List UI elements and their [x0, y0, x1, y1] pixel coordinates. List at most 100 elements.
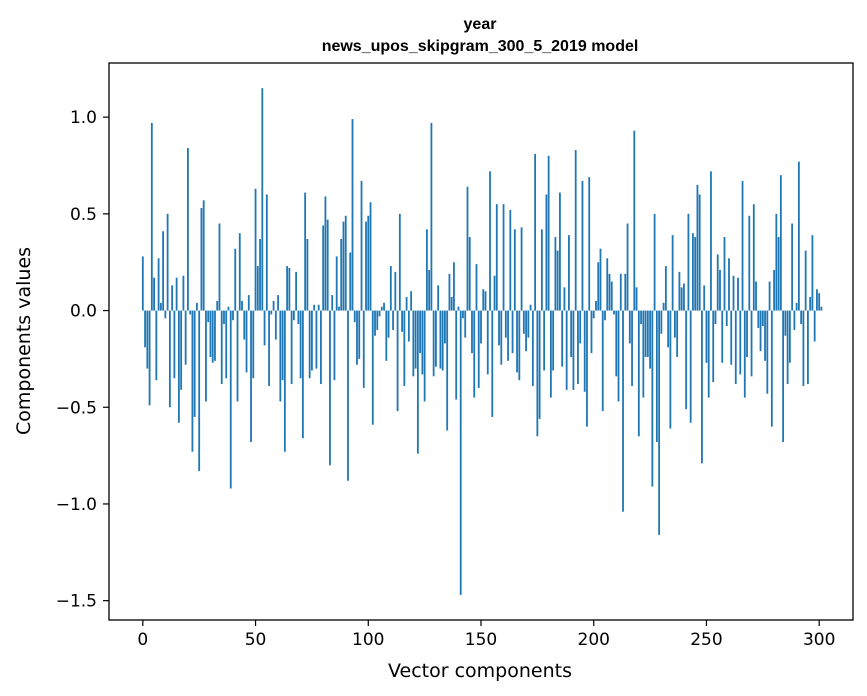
bar-235	[671, 235, 674, 311]
bar-242	[687, 213, 690, 311]
bar-291	[797, 161, 800, 311]
bar-84	[331, 295, 334, 311]
bar-52	[259, 239, 261, 311]
bar-232	[664, 266, 667, 311]
bar-165	[513, 229, 516, 311]
bar-120	[412, 310, 415, 377]
bar-215	[626, 223, 629, 311]
y-axis-label: Components values	[13, 247, 35, 435]
bar-183	[554, 237, 557, 311]
bar-77	[315, 310, 318, 369]
bar-116	[403, 310, 406, 386]
bar-147	[473, 310, 476, 398]
bar-54	[263, 310, 266, 346]
bar-99	[365, 221, 367, 311]
bar-188	[565, 310, 568, 390]
bar-177	[540, 229, 543, 311]
bar-138	[453, 262, 455, 311]
chart-subtitle: news_upos_skipgram_300_5_2019 model	[322, 38, 639, 55]
bar-97	[360, 180, 363, 311]
bar-243	[689, 310, 692, 423]
y-axis-ticks: −1.5 −1.0 −0.5 0.0 0.5 1.0	[56, 108, 109, 612]
bar-236	[673, 310, 676, 338]
bar-51	[256, 266, 259, 311]
bar-245	[694, 237, 697, 311]
bar-301	[820, 306, 823, 311]
bar-72	[304, 192, 307, 311]
bar-79	[320, 310, 322, 385]
bar-293	[802, 310, 805, 386]
bar-182	[552, 310, 555, 371]
bar-185	[559, 192, 561, 311]
bar-14	[173, 310, 176, 379]
bar-179	[545, 194, 548, 311]
bar-279	[770, 310, 773, 427]
bar-71	[301, 310, 304, 439]
bar-157	[495, 204, 498, 311]
bar-234	[669, 310, 672, 429]
bar-96	[358, 310, 361, 359]
bar-191	[572, 310, 575, 390]
bar-41	[234, 248, 237, 311]
bar-255	[716, 254, 719, 311]
bar-246	[696, 184, 699, 311]
bar-107	[383, 302, 385, 311]
bar-284	[782, 310, 785, 443]
bar-26	[200, 208, 203, 311]
bar-269	[748, 215, 751, 311]
bar-18	[182, 275, 185, 311]
x-axis-ticks: 0 50 100 150 200 250 300	[137, 620, 835, 650]
bar-104	[376, 310, 379, 330]
bar-122	[416, 310, 419, 454]
bar-6	[155, 310, 158, 381]
bar-194	[579, 310, 582, 344]
bar-69	[297, 310, 300, 325]
bar-35	[220, 310, 223, 385]
bar-208	[610, 281, 613, 311]
bar-38	[227, 306, 230, 311]
bar-144	[466, 186, 469, 311]
bar-20	[187, 148, 189, 311]
bar-187	[563, 287, 566, 311]
bar-241	[685, 310, 688, 410]
bar-22	[191, 310, 194, 452]
bar-271	[752, 204, 755, 311]
bar-130	[435, 310, 437, 367]
bar-298	[813, 310, 816, 342]
bar-206	[606, 258, 609, 311]
bar-292	[800, 310, 803, 325]
bar-207	[608, 273, 611, 311]
bar-276	[764, 310, 766, 361]
bar-81	[324, 196, 327, 311]
bar-186	[561, 310, 564, 367]
bar-112	[394, 271, 397, 311]
bar-31	[211, 310, 214, 363]
bar-65	[288, 268, 291, 311]
bar-86	[335, 256, 338, 311]
bar-184	[556, 250, 559, 311]
bar-80	[322, 225, 325, 311]
bar-261	[730, 310, 733, 365]
bar-133	[441, 310, 444, 371]
bar-267	[743, 310, 746, 398]
bar-76	[313, 304, 316, 311]
x-tick-label: 0	[137, 630, 148, 650]
bar-197	[586, 310, 588, 427]
bar-205	[604, 310, 606, 321]
bar-140	[457, 306, 460, 311]
bar-281	[775, 213, 778, 311]
bar-91	[347, 310, 349, 481]
bar-83	[329, 310, 331, 466]
bar-17	[180, 310, 183, 390]
bar-296	[809, 297, 812, 311]
bar-5	[153, 277, 155, 311]
bar-204	[601, 310, 604, 412]
bar-21	[189, 310, 192, 315]
bar-123	[419, 310, 422, 354]
bar-288	[791, 223, 794, 311]
bar-53	[261, 88, 264, 311]
bar-136	[448, 273, 451, 311]
bar-153	[486, 310, 489, 375]
bar-137	[450, 297, 453, 311]
bar-142	[462, 310, 464, 319]
